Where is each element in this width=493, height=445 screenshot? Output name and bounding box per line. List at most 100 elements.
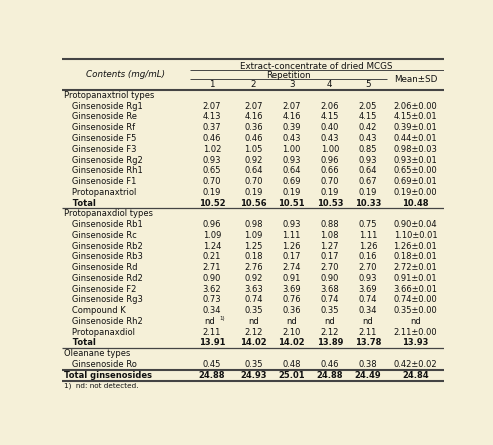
Text: 2.12: 2.12 (244, 328, 263, 337)
Text: 0.64: 0.64 (359, 166, 377, 175)
Text: Ginsenoside Rd2: Ginsenoside Rd2 (64, 274, 142, 283)
Text: 1.11: 1.11 (359, 231, 377, 240)
Text: 0.64: 0.64 (244, 166, 263, 175)
Text: 0.93±0.01: 0.93±0.01 (393, 155, 437, 165)
Text: 4.13: 4.13 (203, 113, 221, 121)
Text: Ginsenoside Ro: Ginsenoside Ro (64, 360, 137, 369)
Text: Compound K: Compound K (64, 306, 125, 315)
Text: 1.26: 1.26 (359, 242, 377, 251)
Text: 0.92: 0.92 (244, 155, 263, 165)
Text: 0.98±0.03: 0.98±0.03 (393, 145, 437, 154)
Text: 2.74: 2.74 (282, 263, 301, 272)
Text: 0.43: 0.43 (282, 134, 301, 143)
Text: 0.19: 0.19 (320, 188, 339, 197)
Text: 0.90: 0.90 (203, 274, 221, 283)
Text: nd: nd (324, 317, 335, 326)
Text: Ginsenoside Re: Ginsenoside Re (64, 113, 137, 121)
Text: Ginsenoside F3: Ginsenoside F3 (64, 145, 136, 154)
Text: Protopanaxdiol: Protopanaxdiol (64, 328, 135, 337)
Text: 2.70: 2.70 (320, 263, 339, 272)
Text: 0.48: 0.48 (282, 360, 301, 369)
Text: 0.42±0.02: 0.42±0.02 (393, 360, 437, 369)
Text: 0.93: 0.93 (282, 220, 301, 229)
Text: 1.09: 1.09 (244, 231, 263, 240)
Text: 0.34: 0.34 (203, 306, 221, 315)
Text: 0.35: 0.35 (244, 306, 263, 315)
Text: 25.01: 25.01 (279, 371, 305, 380)
Text: nd: nd (363, 317, 373, 326)
Text: 1.08: 1.08 (320, 231, 339, 240)
Text: nd: nd (248, 317, 259, 326)
Text: nd: nd (410, 317, 421, 326)
Text: 1.24: 1.24 (203, 242, 221, 251)
Text: 0.19: 0.19 (244, 188, 263, 197)
Text: 0.76: 0.76 (282, 295, 301, 304)
Text: 0.46: 0.46 (244, 134, 263, 143)
Text: 10.53: 10.53 (317, 198, 343, 207)
Text: 3.66±0.01: 3.66±0.01 (393, 285, 437, 294)
Text: 0.64: 0.64 (282, 166, 301, 175)
Text: 2.06: 2.06 (320, 102, 339, 111)
Text: 0.19: 0.19 (359, 188, 377, 197)
Text: 2: 2 (250, 80, 256, 89)
Text: Ginsenoside F5: Ginsenoside F5 (64, 134, 136, 143)
Text: 2.72±0.01: 2.72±0.01 (393, 263, 437, 272)
Text: 2.05: 2.05 (359, 102, 377, 111)
Text: 4.15: 4.15 (320, 113, 339, 121)
Text: 14.02: 14.02 (279, 339, 305, 348)
Text: 1.27: 1.27 (320, 242, 339, 251)
Text: 13.91: 13.91 (199, 339, 225, 348)
Text: 4: 4 (327, 80, 333, 89)
Text: 0.74: 0.74 (244, 295, 263, 304)
Text: 4.15±0.01: 4.15±0.01 (393, 113, 437, 121)
Text: 0.36: 0.36 (282, 306, 301, 315)
Text: 0.74: 0.74 (320, 295, 339, 304)
Text: 0.67: 0.67 (359, 177, 377, 186)
Text: Total: Total (64, 198, 96, 207)
Text: 0.21: 0.21 (203, 252, 221, 261)
Text: 2.07: 2.07 (244, 102, 263, 111)
Text: 0.44±0.01: 0.44±0.01 (393, 134, 437, 143)
Text: 0.92: 0.92 (244, 274, 263, 283)
Text: 1)  nd: not detected.: 1) nd: not detected. (64, 382, 138, 389)
Text: 3.62: 3.62 (203, 285, 221, 294)
Text: 1.26: 1.26 (282, 242, 301, 251)
Text: 2.70: 2.70 (359, 263, 377, 272)
Text: 3.69: 3.69 (359, 285, 377, 294)
Text: 0.93: 0.93 (359, 274, 377, 283)
Text: Ginsenoside Rf: Ginsenoside Rf (64, 123, 135, 132)
Text: 13.89: 13.89 (317, 339, 343, 348)
Text: Ginsenoside Rg3: Ginsenoside Rg3 (64, 295, 142, 304)
Text: Protopanaxtriol types: Protopanaxtriol types (64, 91, 154, 100)
Text: Protopanaxdiol types: Protopanaxdiol types (64, 209, 152, 218)
Text: 0.46: 0.46 (203, 134, 221, 143)
Text: 0.35: 0.35 (320, 306, 339, 315)
Text: Ginsenoside Rb2: Ginsenoside Rb2 (64, 242, 142, 251)
Text: Ginsenoside Rc: Ginsenoside Rc (64, 231, 136, 240)
Text: 0.46: 0.46 (320, 360, 339, 369)
Text: Ginsenoside Rh1: Ginsenoside Rh1 (64, 166, 142, 175)
Text: 0.93: 0.93 (282, 155, 301, 165)
Text: 0.65: 0.65 (203, 166, 221, 175)
Text: 0.74±0.00: 0.74±0.00 (393, 295, 437, 304)
Text: 10.48: 10.48 (402, 198, 429, 207)
Text: Ginsenoside Rh2: Ginsenoside Rh2 (64, 317, 142, 326)
Text: 4.15: 4.15 (359, 113, 377, 121)
Text: 1.09: 1.09 (203, 231, 221, 240)
Text: 1.26±0.01: 1.26±0.01 (393, 242, 437, 251)
Text: 0.18±0.01: 0.18±0.01 (393, 252, 437, 261)
Text: 0.40: 0.40 (320, 123, 339, 132)
Text: 0.18: 0.18 (244, 252, 263, 261)
Text: 2.76: 2.76 (244, 263, 263, 272)
Text: 0.96: 0.96 (203, 220, 221, 229)
Text: 24.88: 24.88 (317, 371, 343, 380)
Text: 0.19: 0.19 (282, 188, 301, 197)
Text: 2.07: 2.07 (203, 102, 221, 111)
Text: 0.70: 0.70 (320, 177, 339, 186)
Text: 0.19±0.00: 0.19±0.00 (393, 188, 437, 197)
Text: 0.91: 0.91 (282, 274, 301, 283)
Text: 10.52: 10.52 (199, 198, 225, 207)
Text: 0.17: 0.17 (282, 252, 301, 261)
Text: 2.11: 2.11 (203, 328, 221, 337)
Text: Ginsenoside Rd: Ginsenoside Rd (64, 263, 137, 272)
